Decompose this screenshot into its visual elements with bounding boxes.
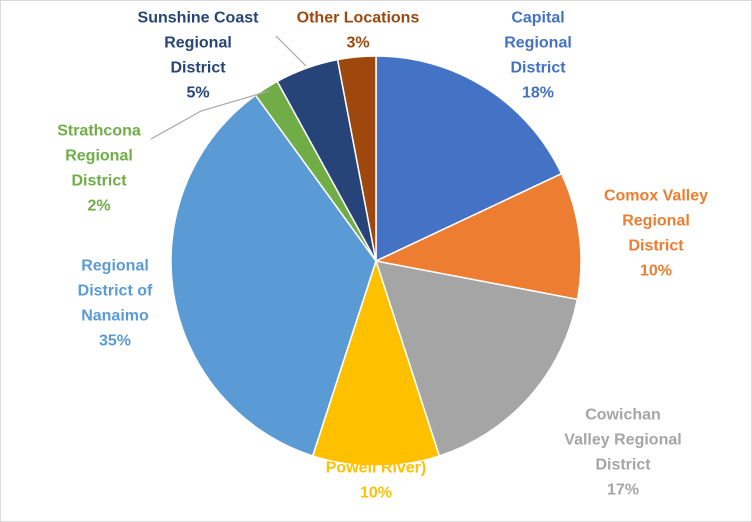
slice-percent-label: 2% xyxy=(87,198,110,215)
slice-labels: Capital Regional District 18% Comox Valley Re… xyxy=(57,10,708,502)
leader-lines xyxy=(150,35,307,140)
pie-slice xyxy=(373,172,582,301)
slice-label: Other Locations 3% xyxy=(297,10,420,52)
slice-name-label: Regional xyxy=(65,148,133,165)
slice-name-label: Regional xyxy=(504,35,572,52)
slice-name-label: Sunshine Coast xyxy=(138,10,260,27)
slice-name-label: Nanaimo xyxy=(81,308,149,325)
slice-name-label: Regional xyxy=(81,258,149,275)
pie-slice xyxy=(336,55,377,262)
pie-slices xyxy=(170,55,582,467)
pie-slice xyxy=(374,260,579,457)
slice-percent-label: 10% xyxy=(360,485,392,502)
leader-line xyxy=(150,90,270,140)
slice-name-label: Capital xyxy=(511,10,564,27)
slice-name-label: District of xyxy=(78,283,153,300)
slice-name-label: Strathcona xyxy=(57,123,141,140)
slice-name-label: District xyxy=(71,173,127,190)
slice-percent-label: 10% xyxy=(640,263,672,280)
slice-label: Cowichan Valley Regional District 17% xyxy=(564,407,681,499)
slice-name-label: District xyxy=(628,238,684,255)
slice-name-label: Regional xyxy=(622,213,690,230)
slice-label: Capital Regional District 18% xyxy=(504,10,572,102)
slice-percent-label: 3% xyxy=(346,35,369,52)
slice-percent-label: 5% xyxy=(186,85,209,102)
slice-percent-label: 18% xyxy=(522,85,554,102)
slice-name-label: Regional xyxy=(164,35,232,52)
slice-label: Comox Valley Regional District 10% xyxy=(604,188,708,280)
slice-percent-label: 17% xyxy=(607,482,639,499)
slice-name-label: District xyxy=(510,60,566,77)
slice-name-label: Cowichan xyxy=(585,407,661,424)
leader-line xyxy=(275,35,307,67)
slice-name-label: Valley Regional xyxy=(564,432,681,449)
slice-name-label: District xyxy=(595,457,651,474)
pie-slice xyxy=(170,94,377,457)
slice-label: Powell River) 10% xyxy=(326,460,426,502)
pie-slice xyxy=(311,258,441,467)
pie-slice xyxy=(375,55,563,263)
slice-name-label: Other Locations xyxy=(297,10,420,27)
slice-label: Sunshine Coast Regional District 5% xyxy=(138,10,260,102)
slice-label: Strathcona Regional District 2% xyxy=(57,123,141,215)
slice-name-label: Comox Valley xyxy=(604,188,708,205)
slice-label: Regional District of Nanaimo 35% xyxy=(78,258,153,350)
slice-name-label: Powell River) xyxy=(326,460,426,477)
slice-name-label: District xyxy=(170,60,226,77)
slice-percent-label: 35% xyxy=(99,333,131,350)
